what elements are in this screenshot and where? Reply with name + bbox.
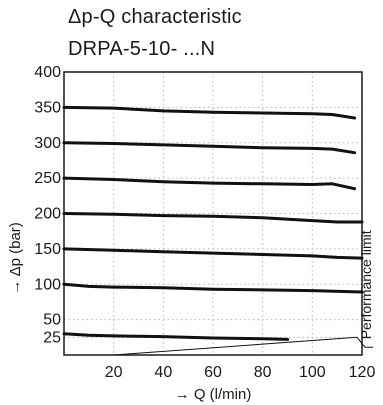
y-tick-label: 50	[43, 312, 61, 329]
x-tick-label: 60	[204, 364, 222, 381]
y-tick-label: 200	[34, 206, 61, 223]
x-tick-label: 100	[299, 364, 326, 381]
y-axis-label: → Δp (bar)	[7, 222, 24, 295]
y-tick-label: 25	[43, 329, 61, 346]
x-tick-label: 120	[349, 364, 376, 381]
y-tick-label: 250	[34, 170, 61, 187]
y-tick-label: 300	[34, 135, 61, 152]
chart-title-line-1: Δp-Q characteristic	[68, 6, 242, 28]
y-tick-label: 100	[34, 276, 61, 293]
performance-limit-label: Performance limit	[358, 230, 374, 339]
series-group	[62, 105, 364, 341]
chart-title-line-2: DRPA-5-10- ...N	[68, 38, 216, 60]
series-line-3	[62, 176, 357, 191]
y-tick-label: 150	[34, 241, 61, 258]
series-line-6	[62, 282, 364, 294]
series-line-7	[62, 332, 289, 341]
x-axis-label: → Q (l/min)	[175, 386, 252, 403]
x-tick-label: 80	[254, 364, 272, 381]
series-line-4	[62, 212, 364, 224]
performance-limit-group	[113, 336, 373, 356]
y-tick-label: 350	[34, 99, 61, 116]
series-line-2	[62, 141, 357, 155]
performance-limit-line	[113, 336, 358, 356]
x-tick-label: 20	[105, 364, 123, 381]
series-line-5	[62, 247, 364, 260]
x-tick-label: 40	[154, 364, 172, 381]
y-tick-label: 400	[34, 64, 61, 81]
performance-limit-leader	[356, 336, 373, 348]
x-tick-labels: 20 40 60 80 100 120	[105, 364, 376, 381]
series-line-1	[62, 105, 357, 120]
